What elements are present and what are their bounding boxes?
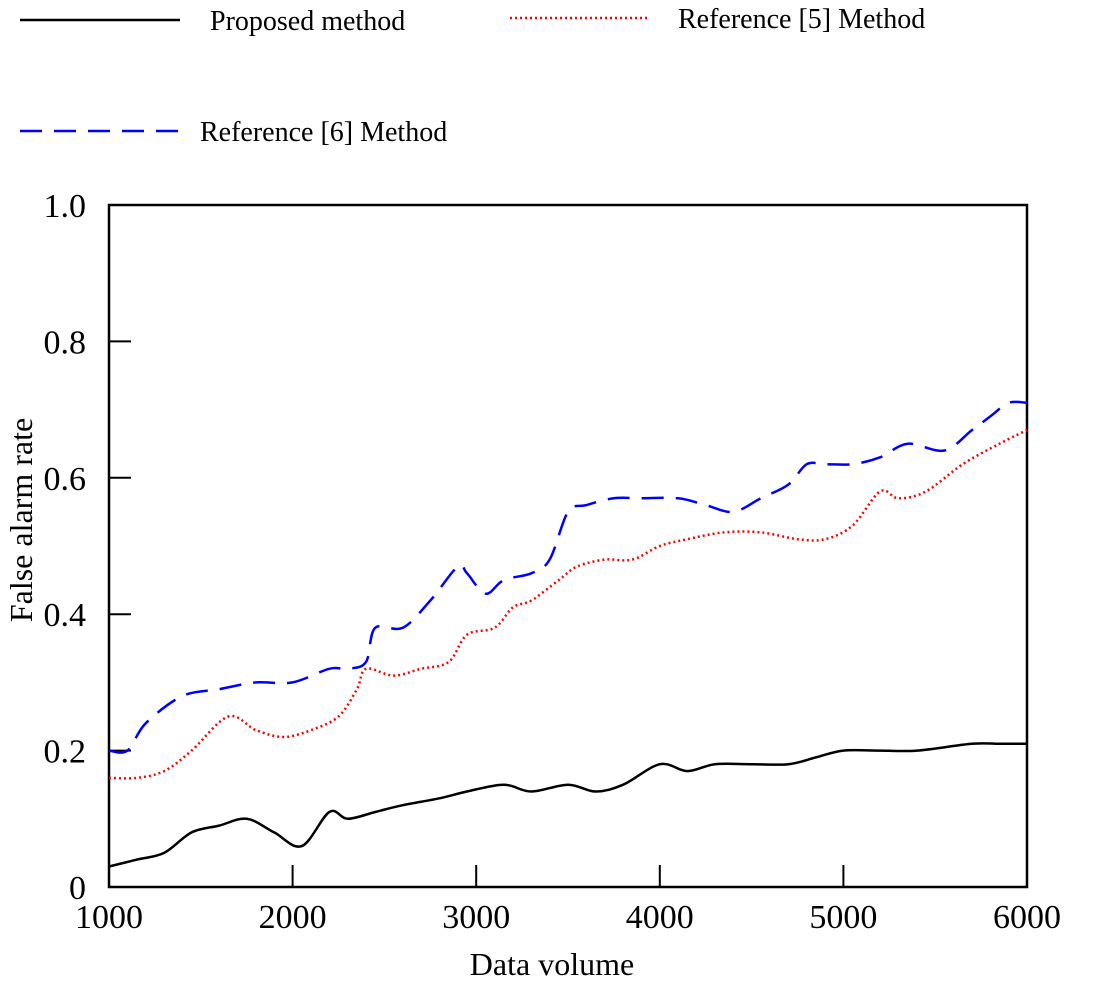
legend-label-ref5: Reference [5] Method <box>678 4 925 35</box>
y-tick-label: 0.8 <box>44 324 87 361</box>
series-ref6-line <box>108 400 1028 754</box>
x-tick-label: 5000 <box>809 899 877 936</box>
x-tick-label: 2000 <box>259 899 327 936</box>
series-lines <box>108 400 1028 868</box>
legend-label-proposed: Proposed method <box>210 6 405 37</box>
x-tick-label: 4000 <box>626 899 694 936</box>
legend: Proposed method Reference [5] Method Ref… <box>20 4 925 148</box>
x-axis-title: Data volume <box>470 946 634 982</box>
series-ref5-line <box>108 428 1028 780</box>
plot-area-frame <box>107 203 1029 889</box>
axis-ticks: 1000 2000 3000 4000 5000 6000 0 0.2 0.4 0.6 0.8 1.0 <box>44 188 1062 936</box>
y-tick-label: 0.4 <box>44 597 87 634</box>
legend-label-ref6: Reference [6] Method <box>200 117 447 148</box>
y-tick-label: 0 <box>69 870 86 907</box>
x-tick-label: 6000 <box>993 899 1061 936</box>
x-tick-label: 1000 <box>75 899 143 936</box>
y-tick-label: 1.0 <box>44 188 87 225</box>
y-axis-title: False alarm rate <box>3 418 39 622</box>
x-tick-label: 3000 <box>442 899 510 936</box>
series-proposed-line <box>108 742 1027 868</box>
y-tick-label: 0.6 <box>44 461 87 498</box>
y-tick-label: 0.2 <box>44 734 87 771</box>
